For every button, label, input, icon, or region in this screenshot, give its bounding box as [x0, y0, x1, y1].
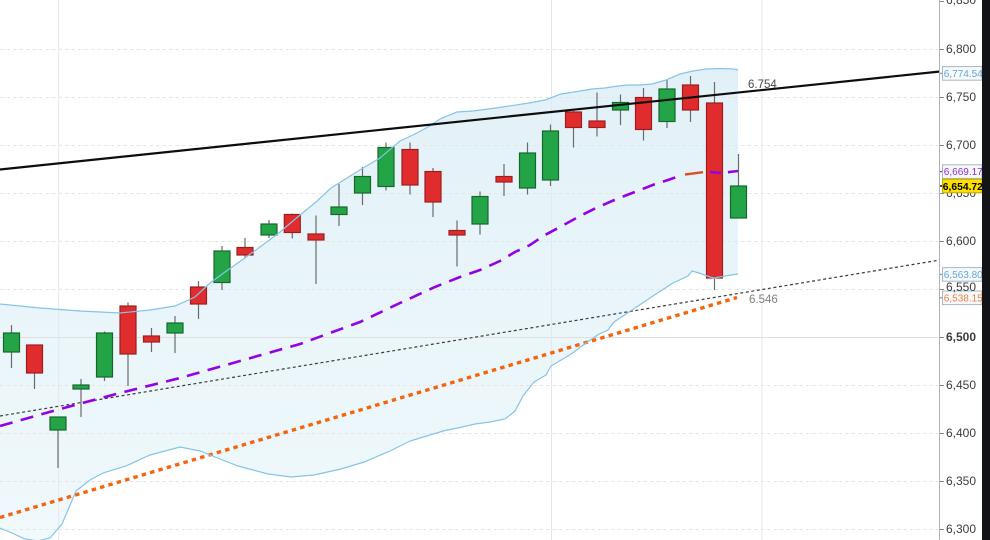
svg-text:6,600: 6,600 — [946, 234, 976, 248]
svg-text:6,700: 6,700 — [946, 138, 976, 152]
svg-text:6,750: 6,750 — [946, 90, 976, 104]
svg-text:6,563.80: 6,563.80 — [944, 270, 983, 281]
svg-text:6,550: 6,550 — [946, 280, 976, 294]
svg-text:6,300: 6,300 — [946, 522, 976, 536]
svg-text:6,850: 6,850 — [946, 0, 976, 7]
svg-text:6,500: 6,500 — [946, 330, 976, 344]
svg-text:6,400: 6,400 — [946, 426, 976, 440]
svg-text:6,774.54: 6,774.54 — [944, 69, 983, 80]
svg-text:6,800: 6,800 — [946, 42, 976, 56]
svg-text:6.754: 6.754 — [748, 79, 777, 91]
svg-text:6,538.15: 6,538.15 — [944, 293, 983, 304]
svg-text:6,350: 6,350 — [946, 474, 976, 488]
svg-text:6,669.17: 6,669.17 — [944, 167, 983, 178]
svg-text:6.546: 6.546 — [749, 294, 778, 306]
svg-text:6,450: 6,450 — [946, 378, 976, 392]
svg-text:6,654.72: 6,654.72 — [943, 182, 983, 193]
